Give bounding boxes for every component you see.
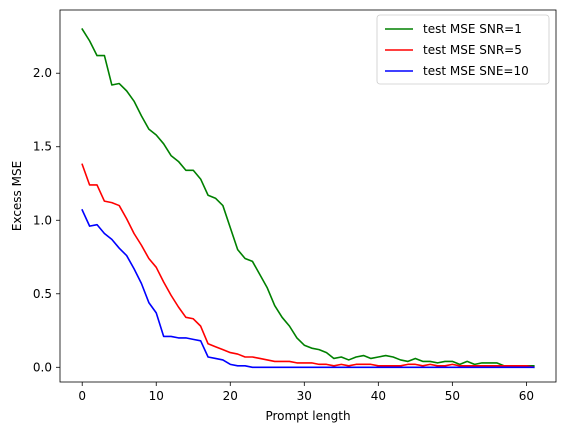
series-line-2: [81, 163, 535, 369]
x-axis-label: Prompt length: [265, 409, 350, 423]
x-tick-label: 30: [297, 389, 312, 403]
x-tick-label: 60: [519, 389, 534, 403]
x-tick-label: 50: [445, 389, 460, 403]
plot-frame: [59, 9, 557, 383]
legend-label-2: test MSE SNR=5: [423, 43, 522, 57]
x-tick-label: 10: [149, 389, 164, 403]
x-tick-label: 0: [78, 389, 86, 403]
legend-box: [376, 14, 550, 85]
x-axis-ticks: 0 10 20 30 40 50 60: [78, 382, 534, 403]
x-tick-label: 20: [223, 389, 238, 403]
y-axis-label: Excess MSE: [10, 161, 24, 231]
legend-label-3: test MSE SNE=10: [423, 64, 529, 78]
series-line-1: [81, 28, 535, 367]
legend-label-1: test MSE SNR=1: [423, 22, 522, 36]
y-axis-ticks: 0.0 0.5 1.0 1.5 2.0: [33, 66, 60, 374]
y-tick-label: 0.0: [33, 360, 52, 374]
y-tick-label: 1.0: [33, 213, 52, 227]
y-tick-label: 2.0: [33, 66, 52, 80]
series-line-3: [81, 208, 535, 369]
legend: test MSE SNR=1 test MSE SNR=5 test MSE SNE…: [376, 14, 550, 85]
plot-lines: [81, 28, 535, 369]
x-tick-label: 40: [371, 389, 386, 403]
y-tick-label: 1.5: [33, 140, 52, 154]
y-tick-label: 0.5: [33, 287, 52, 301]
